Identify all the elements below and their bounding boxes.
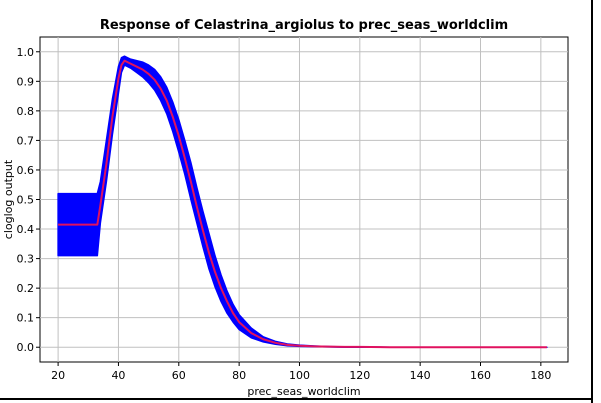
x-tick-label: 40 — [111, 369, 125, 382]
y-tick-label: 0.6 — [17, 164, 35, 177]
y-tick-label: 0.9 — [17, 75, 35, 88]
y-tick-label: 0.0 — [17, 341, 35, 354]
x-tick-label: 80 — [232, 369, 246, 382]
y-tick-label: 0.8 — [17, 105, 35, 118]
x-tick-label: 100 — [289, 369, 310, 382]
y-tick-label: 0.5 — [17, 194, 35, 207]
x-tick-label: 60 — [172, 369, 186, 382]
x-tick-label: 120 — [349, 369, 370, 382]
y-tick-label: 0.4 — [17, 223, 35, 236]
y-axis-label: cloglog output — [2, 159, 15, 239]
x-tick-label: 20 — [51, 369, 65, 382]
x-axis-ticks: 20 40 60 80 100 120 140 160 180 — [51, 362, 551, 382]
y-axis-ticks: 0.0 0.1 0.2 0.3 0.4 0.5 0.6 0.7 0.8 0.9 1.0 — [17, 46, 40, 354]
y-tick-label: 0.1 — [17, 312, 35, 325]
mean-response — [58, 59, 547, 349]
y-tick-label: 0.3 — [17, 253, 35, 266]
mean-response-line — [58, 59, 547, 349]
y-tick-label: 1.0 — [17, 46, 35, 59]
chart-title: Response of Celastrina_argiolus to prec_… — [100, 18, 508, 33]
x-axis-label: prec_seas_worldclim — [247, 385, 360, 398]
x-tick-label: 180 — [530, 369, 551, 382]
x-tick-label: 160 — [470, 369, 491, 382]
grid — [40, 37, 568, 362]
window-frame-bottom — [0, 398, 593, 400]
x-tick-label: 140 — [410, 369, 431, 382]
window-frame-right — [591, 0, 593, 403]
y-tick-label: 0.2 — [17, 282, 35, 295]
y-tick-label: 0.7 — [17, 134, 35, 147]
